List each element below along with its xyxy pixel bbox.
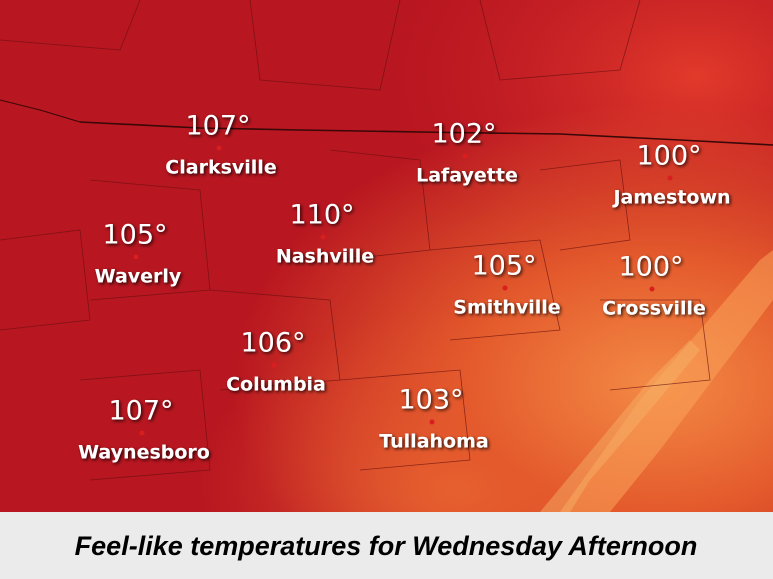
city-name: Waynesboro: [78, 442, 210, 464]
city-dot: [320, 234, 326, 240]
caption-bar: [0, 512, 773, 579]
city-name: Waverly: [95, 266, 182, 288]
county-lines: [0, 0, 711, 481]
city-name: Clarksville: [165, 157, 276, 179]
city-name: Jamestown: [611, 187, 730, 209]
boundaries: [0, 99, 773, 146]
city-name: Nashville: [276, 246, 374, 268]
city-temp: 106°: [240, 328, 305, 359]
city-dot: [216, 145, 222, 151]
city-dot: [667, 175, 673, 181]
city-temp: 100°: [618, 252, 683, 283]
city-temp: 103°: [398, 385, 463, 416]
city-dot: [133, 254, 139, 260]
city-name: Lafayette: [416, 165, 518, 187]
city-temp: 107°: [108, 396, 173, 427]
city-dot: [649, 286, 655, 292]
city-dot: [139, 430, 145, 436]
city-dot: [271, 362, 277, 368]
map-background: [0, 0, 773, 512]
city-temp: 102°: [431, 119, 496, 150]
city-labels: 107° Clarksville 102° Lafayette 100° Jamestow…: [78, 111, 730, 464]
city-name: Smithville: [453, 297, 560, 319]
city-name: Crossville: [602, 298, 706, 320]
city-temp: 105°: [471, 251, 536, 282]
city-name: Tullahoma: [379, 431, 488, 453]
city-temp: 100°: [636, 141, 701, 172]
city-temp: 107°: [185, 111, 250, 142]
city-dot: [429, 419, 435, 425]
city-name: Columbia: [226, 374, 326, 396]
city-dot: [502, 285, 508, 291]
city-temp: 105°: [102, 220, 167, 251]
city-dot: [462, 153, 468, 159]
caption: Feel-like temperatures for Wednesday Aft…: [75, 531, 698, 561]
city-temp: 110°: [289, 200, 354, 231]
